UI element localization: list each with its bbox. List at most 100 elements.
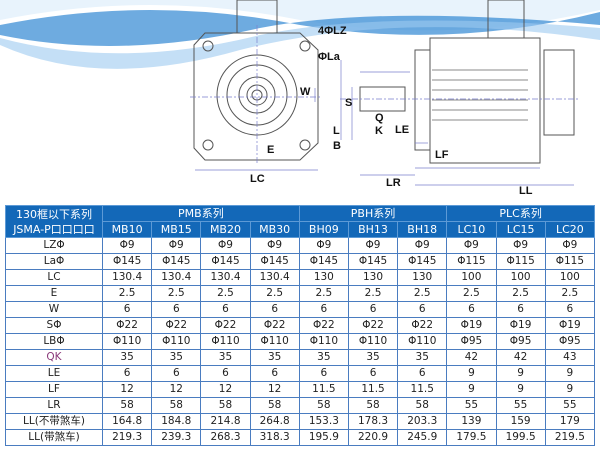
table-cell: Φ9 <box>446 237 497 254</box>
table-cell: 11.5 <box>298 381 349 398</box>
table-cell: 100 <box>446 269 497 286</box>
table-cell: Φ9 <box>151 237 202 254</box>
table-cell: Φ9 <box>495 237 546 254</box>
table-cell: Φ9 <box>200 237 251 254</box>
table-cell: Φ145 <box>249 253 300 270</box>
model-header: LC15 <box>495 221 546 238</box>
table-cell: Φ19 <box>495 317 546 334</box>
table-cell: 2.5 <box>200 285 251 302</box>
row-label: LBΦ <box>5 333 103 350</box>
table-cell: Φ19 <box>544 317 596 334</box>
table-group-header-row: 130框以下系列 JSMA-P口口口口 PMB系列 PBH系列 PLC系列 <box>5 205 595 238</box>
table-cell: 9 <box>495 365 546 382</box>
table-cell: 2.5 <box>495 285 546 302</box>
table-cell: 6 <box>347 301 399 318</box>
table-cell: 6 <box>249 301 300 318</box>
dim-label-la: ΦLa <box>318 51 341 63</box>
table-cell: Φ95 <box>495 333 546 350</box>
table-cell: Φ115 <box>544 253 596 270</box>
table-cell: 58 <box>200 397 251 414</box>
table-cell: 9 <box>495 381 546 398</box>
row-label: LL(不带煞车) <box>5 413 103 430</box>
motor-dimension-drawing: 4ΦLZ ΦLa W E LC S Q K L B LE LF LR LL <box>190 0 580 197</box>
table-cell: 219.3 <box>101 429 153 446</box>
table-cell: Φ110 <box>101 333 153 350</box>
table-cell: 100 <box>495 269 546 286</box>
table-cell: 130.4 <box>249 269 300 286</box>
table-row: LC 130.4 130.4 130.4 130.4 130 130 130 100 100 100 <box>5 269 596 286</box>
table-cell: Φ9 <box>101 237 153 254</box>
table-cell: 6 <box>249 365 300 382</box>
table-row: LF 12 12 12 12 11.5 11.5 11.5 9 9 9 <box>5 381 596 398</box>
dim-label-b: B <box>333 140 341 152</box>
table-cell: 55 <box>446 397 497 414</box>
table-cell: 9 <box>446 381 497 398</box>
table-cell: Φ145 <box>347 253 399 270</box>
model-header: MB30 <box>249 221 300 238</box>
table-cell: Φ110 <box>200 333 251 350</box>
group-header-pbh: PBH系列 <box>298 205 448 222</box>
table-cell: Φ9 <box>298 237 349 254</box>
table-cell: 12 <box>101 381 153 398</box>
dim-label-ll: LL <box>519 185 533 197</box>
table-row: LBΦ Φ110 Φ110 Φ110 Φ110 Φ110 Φ110 Φ110 Φ95 Φ95 Φ95 <box>5 333 596 350</box>
table-cell: Φ110 <box>249 333 300 350</box>
table-cell: 35 <box>347 349 399 366</box>
table-cell: 2.5 <box>298 285 349 302</box>
table-cell: Φ145 <box>101 253 153 270</box>
background-wave <box>0 0 600 69</box>
table-cell: 139 <box>446 413 497 430</box>
table-cell: 6 <box>151 301 202 318</box>
corner-header: 130框以下系列 JSMA-P口口口口 <box>5 205 103 238</box>
table-cell: 264.8 <box>249 413 300 430</box>
table-row: LaΦ Φ145 Φ145 Φ145 Φ145 Φ145 Φ145 Φ145 Φ115 Φ115 Φ… <box>5 253 596 270</box>
table-cell: 35 <box>200 349 251 366</box>
group-header-plc: PLC系列 <box>446 205 595 222</box>
group-header-pmb: PMB系列 <box>102 205 300 222</box>
table-cell: 58 <box>298 397 349 414</box>
table-cell: 159 <box>495 413 546 430</box>
model-header: BH09 <box>298 221 349 238</box>
table-cell: 6 <box>298 365 349 382</box>
front-flange <box>193 32 319 161</box>
table-cell: 9 <box>544 365 596 382</box>
table-cell: 268.3 <box>200 429 251 446</box>
model-header: LC10 <box>446 221 497 238</box>
table-cell: 6 <box>347 365 399 382</box>
table-cell: 11.5 <box>347 381 399 398</box>
table-cell: 2.5 <box>249 285 300 302</box>
table-row: LL(带煞车) 219.3 239.3 268.3 318.3 195.9 220.9 245… <box>5 429 596 446</box>
table-cell: 2.5 <box>347 285 399 302</box>
row-label: LC <box>5 269 103 286</box>
table-cell: 6 <box>200 365 251 382</box>
series-range-label: 130框以下系列 <box>16 207 92 221</box>
table-cell: Φ22 <box>249 317 300 334</box>
table-cell: 179 <box>544 413 596 430</box>
row-label: LaΦ <box>5 253 103 270</box>
table-cell: Φ145 <box>397 253 448 270</box>
table-cell: 6 <box>101 301 153 318</box>
table-cell: Φ9 <box>397 237 448 254</box>
row-label: LZΦ <box>5 237 103 254</box>
model-header: BH18 <box>397 221 448 238</box>
table-cell: Φ22 <box>397 317 448 334</box>
model-pattern-label: JSMA-P口口口口 <box>13 222 95 236</box>
table-cell: 6 <box>101 365 153 382</box>
table-cell: 6 <box>298 301 349 318</box>
table-cell: 130.4 <box>151 269 202 286</box>
table-cell: Φ19 <box>446 317 497 334</box>
table-cell: 130.4 <box>101 269 153 286</box>
table-cell: 219.5 <box>544 429 596 446</box>
table-cell: 2.5 <box>397 285 448 302</box>
table-cell: 100 <box>544 269 596 286</box>
table-row: QK 35 35 35 35 35 35 35 42 42 43 <box>5 349 596 366</box>
table-cell: 318.3 <box>249 429 300 446</box>
table-cell: 42 <box>495 349 546 366</box>
table-cell: Φ22 <box>200 317 251 334</box>
table-cell: 195.9 <box>298 429 349 446</box>
dim-label-lr: LR <box>386 177 401 189</box>
table-model-header-row: MB10 MB15 MB20 MB30 BH09 BH13 BH18 LC10 LC15 LC20 <box>6 221 596 238</box>
table-cell: Φ9 <box>249 237 300 254</box>
row-label: LF <box>5 381 103 398</box>
row-label: LE <box>5 365 103 382</box>
